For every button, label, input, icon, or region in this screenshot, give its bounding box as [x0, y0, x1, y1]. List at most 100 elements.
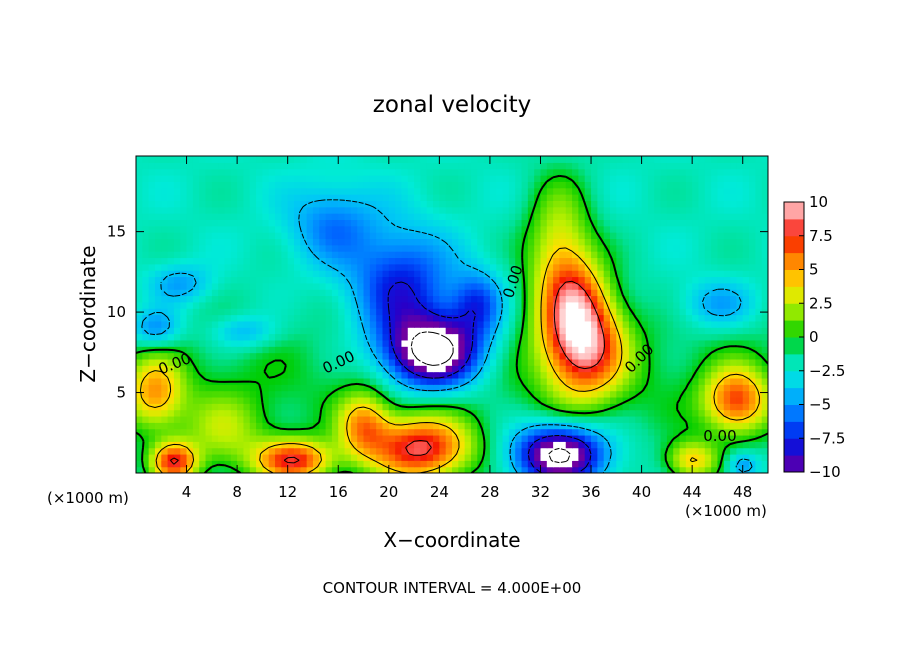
- field-cell: [711, 377, 719, 385]
- field-cell: [597, 251, 605, 259]
- field-cell: [666, 194, 674, 201]
- field-cell: [382, 447, 390, 455]
- field-cell: [186, 194, 194, 201]
- field-cell: [407, 213, 415, 220]
- field-cell: [635, 251, 643, 259]
- field-cell: [755, 276, 763, 284]
- field-cell: [445, 390, 453, 398]
- field-cell: [755, 225, 763, 233]
- field-cell: [521, 466, 529, 473]
- field-cell: [666, 225, 674, 233]
- field-cell: [199, 187, 207, 195]
- field-cell: [470, 276, 478, 284]
- field-cell: [521, 162, 529, 170]
- field-cell: [294, 238, 301, 246]
- field-cell: [723, 270, 731, 278]
- field-cell: [357, 175, 365, 182]
- field-cell: [218, 453, 226, 461]
- field-cell: [281, 371, 289, 379]
- field-cell: [331, 168, 339, 176]
- field-cell: [458, 320, 466, 328]
- field-cell: [268, 156, 276, 163]
- field-cell: [477, 276, 485, 284]
- field-cell: [559, 219, 567, 227]
- field-cell: [470, 238, 478, 246]
- field-cell: [622, 365, 630, 373]
- field-cell: [540, 415, 548, 423]
- field-cell: [142, 181, 150, 189]
- field-cell: [331, 377, 339, 385]
- field-cell: [483, 206, 491, 214]
- field-cell: [439, 371, 447, 379]
- field-cell: [357, 447, 365, 455]
- field-cell: [565, 213, 573, 220]
- field-cell: [136, 276, 143, 284]
- field-cell: [376, 244, 384, 252]
- field-cell: [230, 181, 238, 189]
- field-cell: [445, 162, 453, 170]
- field-cell: [597, 276, 605, 284]
- field-cell: [666, 251, 674, 259]
- field-cell: [357, 187, 365, 195]
- field-cell: [148, 358, 156, 366]
- field-cell: [711, 225, 719, 233]
- field-cell: [704, 409, 712, 417]
- field-cell: [477, 206, 485, 214]
- field-cell: [199, 466, 207, 473]
- field-cell: [578, 320, 586, 328]
- field-cell: [496, 181, 504, 189]
- field-cell: [312, 333, 320, 341]
- field-cell: [483, 225, 491, 233]
- field-cell: [173, 219, 181, 227]
- field-cell: [199, 396, 207, 404]
- field-cell: [761, 352, 768, 360]
- field-cell: [553, 282, 561, 290]
- field-cell: [622, 403, 630, 411]
- field-cell: [268, 301, 276, 309]
- field-cell: [268, 295, 276, 303]
- field-cell: [237, 428, 245, 436]
- field-cell: [148, 447, 156, 455]
- field-cell: [591, 460, 598, 468]
- field-cell: [496, 428, 504, 436]
- field-cell: [312, 301, 320, 309]
- field-cell: [319, 162, 327, 170]
- field-cell: [540, 320, 548, 328]
- field-cell: [426, 295, 434, 303]
- field-cell: [363, 453, 371, 461]
- field-cell: [578, 257, 586, 265]
- field-cell: [439, 295, 447, 303]
- field-cell: [452, 320, 459, 328]
- field-cell: [256, 238, 263, 246]
- field-cell: [723, 200, 731, 208]
- field-cell: [527, 415, 535, 423]
- field-cell: [622, 282, 630, 290]
- field-cell: [755, 346, 763, 354]
- field-cell: [477, 181, 485, 189]
- field-cell: [211, 453, 219, 461]
- field-cell: [654, 168, 662, 176]
- field-cell: [262, 409, 270, 417]
- field-cell: [167, 403, 175, 411]
- field-cell: [167, 295, 175, 303]
- field-cell: [319, 270, 327, 278]
- field-cell: [426, 346, 434, 354]
- field-cell: [673, 238, 681, 246]
- field-cell: [584, 200, 592, 208]
- field-cell: [730, 396, 737, 404]
- field-cell: [717, 352, 725, 360]
- field-cell: [546, 225, 554, 233]
- field-cell: [616, 409, 624, 417]
- field-cell: [167, 422, 175, 430]
- field-cell: [489, 409, 497, 417]
- field-cell: [407, 358, 415, 366]
- field-cell: [287, 181, 295, 189]
- field-cell: [704, 377, 712, 385]
- field-cell: [192, 301, 200, 309]
- field-cell: [584, 365, 592, 373]
- field-cell: [325, 276, 333, 284]
- field-cell: [692, 422, 700, 430]
- field-cell: [616, 289, 624, 297]
- field-cell: [742, 441, 750, 449]
- field-cell: [300, 181, 308, 189]
